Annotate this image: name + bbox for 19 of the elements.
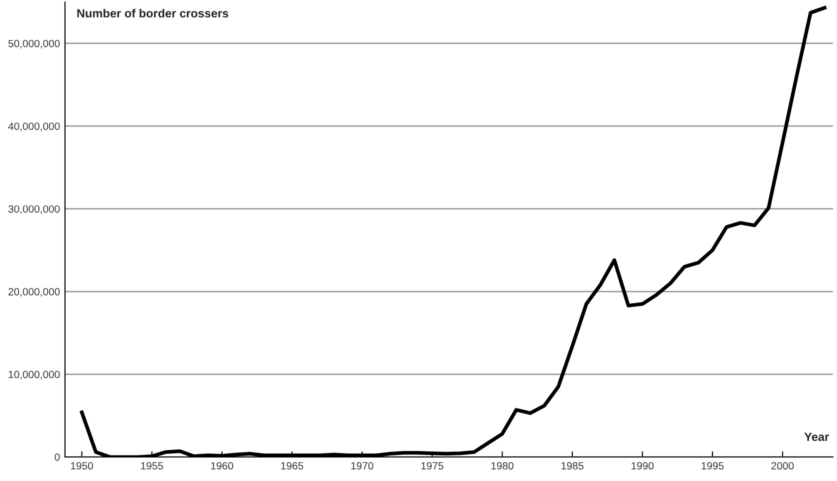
y-tick-label: 20,000,000 [8,288,60,297]
x-tick-label: 1975 [421,462,444,470]
x-tick-label: 1980 [491,462,514,470]
x-tick-label: 1950 [71,462,93,470]
y-tick-label: 50,000,000 [8,40,60,48]
x-tick-label: 1955 [141,462,164,470]
y-tick-label: 30,000,000 [8,205,60,214]
x-tick-label: 1985 [562,462,584,470]
x-tick-label: 1995 [702,462,724,470]
x-tick-label: 2000 [771,462,794,470]
y-axis-title: Number of border crossers [77,8,228,18]
y-tick-label: 10,000,000 [8,370,60,380]
x-tick-label: 1960 [211,462,234,470]
x-axis-title: Year [804,432,829,442]
x-tick-label: 1965 [281,462,304,470]
x-tick-label: 1990 [632,462,654,470]
x-tick-label: 1970 [351,462,374,470]
y-tick-label: 0 [54,454,60,461]
y-tick-label: 40,000,000 [8,122,60,132]
